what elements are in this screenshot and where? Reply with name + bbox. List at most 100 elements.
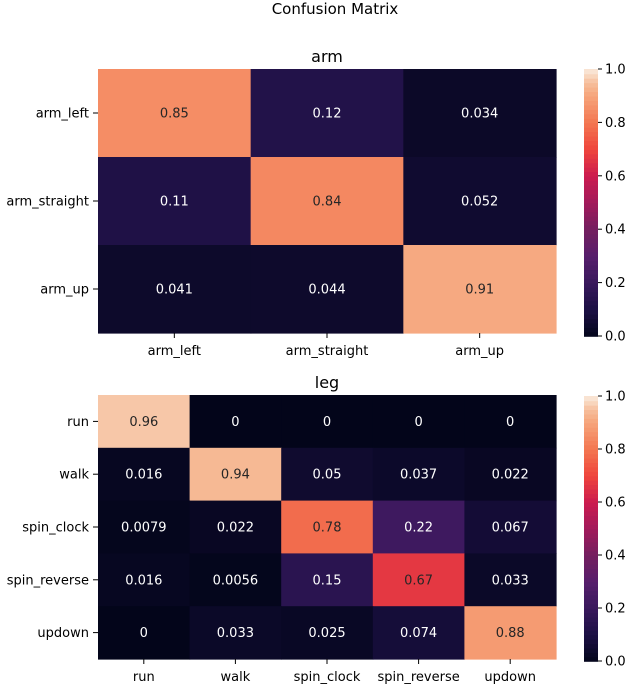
colorbar-tick-label: 0.6	[605, 496, 626, 511]
colorbar-segment	[584, 612, 598, 618]
colorbar-segment	[584, 546, 598, 552]
heatmap-cell	[464, 553, 557, 607]
colorbar-segment	[584, 652, 598, 658]
colorbar-tick-label: 0.6	[605, 169, 626, 184]
cell-value-label: 0	[323, 415, 331, 430]
colorbar-segment	[584, 585, 598, 592]
heatmap-cell	[189, 553, 282, 607]
colorbar-segment	[584, 73, 598, 79]
colorbar-segment	[584, 528, 598, 534]
colorbar-segment	[584, 82, 598, 88]
colorbar-segment	[584, 269, 598, 275]
colorbar-segment	[584, 144, 598, 150]
colorbar-segment	[584, 318, 598, 324]
colorbar-segment	[584, 577, 598, 583]
colorbar-segment	[584, 229, 598, 235]
colorbar-segment	[584, 238, 598, 244]
colorbar-segment	[584, 519, 598, 525]
colorbar-segment	[584, 189, 598, 195]
heatmap-cell	[372, 500, 465, 554]
colorbar-segment	[584, 400, 598, 406]
heatmap-cell	[189, 395, 282, 449]
cell-value-label: 0.12	[313, 107, 342, 122]
cell-value-label: 0	[414, 415, 422, 430]
colorbar-segment	[584, 594, 598, 600]
colorbar-tick-label: 0.4	[605, 549, 626, 564]
cell-value-label: 0.84	[313, 195, 342, 210]
cell-value-label: 0.041	[156, 283, 193, 298]
colorbar-segment	[584, 149, 598, 155]
heatmap-cell	[464, 395, 557, 449]
heatmap-cell	[189, 447, 282, 502]
colorbar-segment	[584, 568, 598, 574]
cell-value-label: 0.85	[160, 107, 189, 122]
heatmap-cell	[403, 69, 557, 158]
cell-value-label: 0.052	[461, 195, 498, 210]
heatmap-cell	[281, 395, 374, 449]
colorbar-segment	[584, 327, 598, 333]
cell-value-label: 0.15	[313, 573, 342, 588]
cell-value-label: 0.034	[461, 107, 498, 122]
colorbar-segment	[584, 300, 598, 306]
cell-value-label: 0.033	[492, 573, 529, 588]
heatmap-cell	[372, 447, 465, 502]
colorbar-segment	[584, 255, 598, 262]
cell-value-label: 0.67	[404, 573, 433, 588]
heatmap-cell	[98, 553, 191, 607]
colorbar-segment	[584, 220, 598, 226]
colorbar-segment	[584, 86, 598, 93]
x-tick-label: updown	[484, 670, 536, 684]
colorbar-segment	[584, 532, 598, 539]
colorbar-segment	[584, 295, 598, 302]
colorbar-segment	[584, 260, 598, 266]
colorbar-segment	[584, 449, 598, 455]
colorbar-segment	[584, 122, 598, 128]
heatmap-cell	[250, 69, 404, 158]
colorbar-segment	[584, 287, 598, 293]
cell-value-label: 0.037	[400, 468, 437, 483]
heatmap-cell	[98, 606, 191, 660]
panel-title: leg	[315, 373, 339, 392]
colorbar-tick-label: 0.2	[605, 602, 626, 617]
heatmap-cell	[403, 157, 557, 246]
y-tick-label: spin_reverse	[7, 573, 89, 588]
cell-value-label: 0.94	[221, 468, 250, 483]
colorbar-segment	[584, 426, 598, 433]
colorbar-segment	[584, 322, 598, 328]
colorbar-segment	[584, 563, 598, 570]
colorbar-segment	[584, 630, 598, 636]
colorbar-segment	[584, 656, 598, 662]
colorbar-segment	[584, 515, 598, 521]
colorbar-segment	[584, 409, 598, 415]
cell-value-label: 0	[231, 415, 239, 430]
cell-value-label: 0.96	[129, 415, 158, 430]
heatmap-cell	[281, 553, 374, 607]
colorbar-tick-label: 1.0	[605, 390, 626, 405]
heatmap-cell	[372, 606, 465, 660]
colorbar-segment	[584, 475, 598, 481]
colorbar-segment	[584, 541, 598, 547]
cell-value-label: 0.044	[308, 283, 345, 298]
y-tick-label: arm_up	[40, 283, 89, 298]
colorbar-segment	[584, 502, 598, 508]
x-tick-label: arm_left	[148, 344, 201, 359]
colorbar-segment	[584, 158, 598, 164]
heatmap-leg: leg 0.96 0 0 0 0 0.016 0.94 0.05 0.037 0.022 0.0079…	[7, 373, 626, 684]
cell-value-label: 0.022	[492, 468, 529, 483]
heatmap-cell	[98, 447, 191, 502]
colorbar-segment	[584, 479, 598, 486]
colorbar-segment	[584, 104, 598, 110]
x-tick-label: arm_straight	[286, 344, 369, 359]
colorbar-segment	[584, 435, 598, 441]
colorbar-segment	[584, 224, 598, 230]
colorbar-tick-label: 0.0	[605, 655, 626, 670]
colorbar-segment	[584, 493, 598, 499]
cell-value-label: 0.78	[313, 521, 342, 536]
colorbar-segment	[584, 524, 598, 530]
cell-value-label: 0.074	[400, 626, 437, 641]
cell-value-label: 0.033	[217, 626, 254, 641]
colorbar-segment	[584, 625, 598, 631]
heatmap-cell	[98, 500, 191, 554]
colorbar-segment	[584, 616, 598, 623]
x-tick-label: walk	[221, 670, 251, 684]
